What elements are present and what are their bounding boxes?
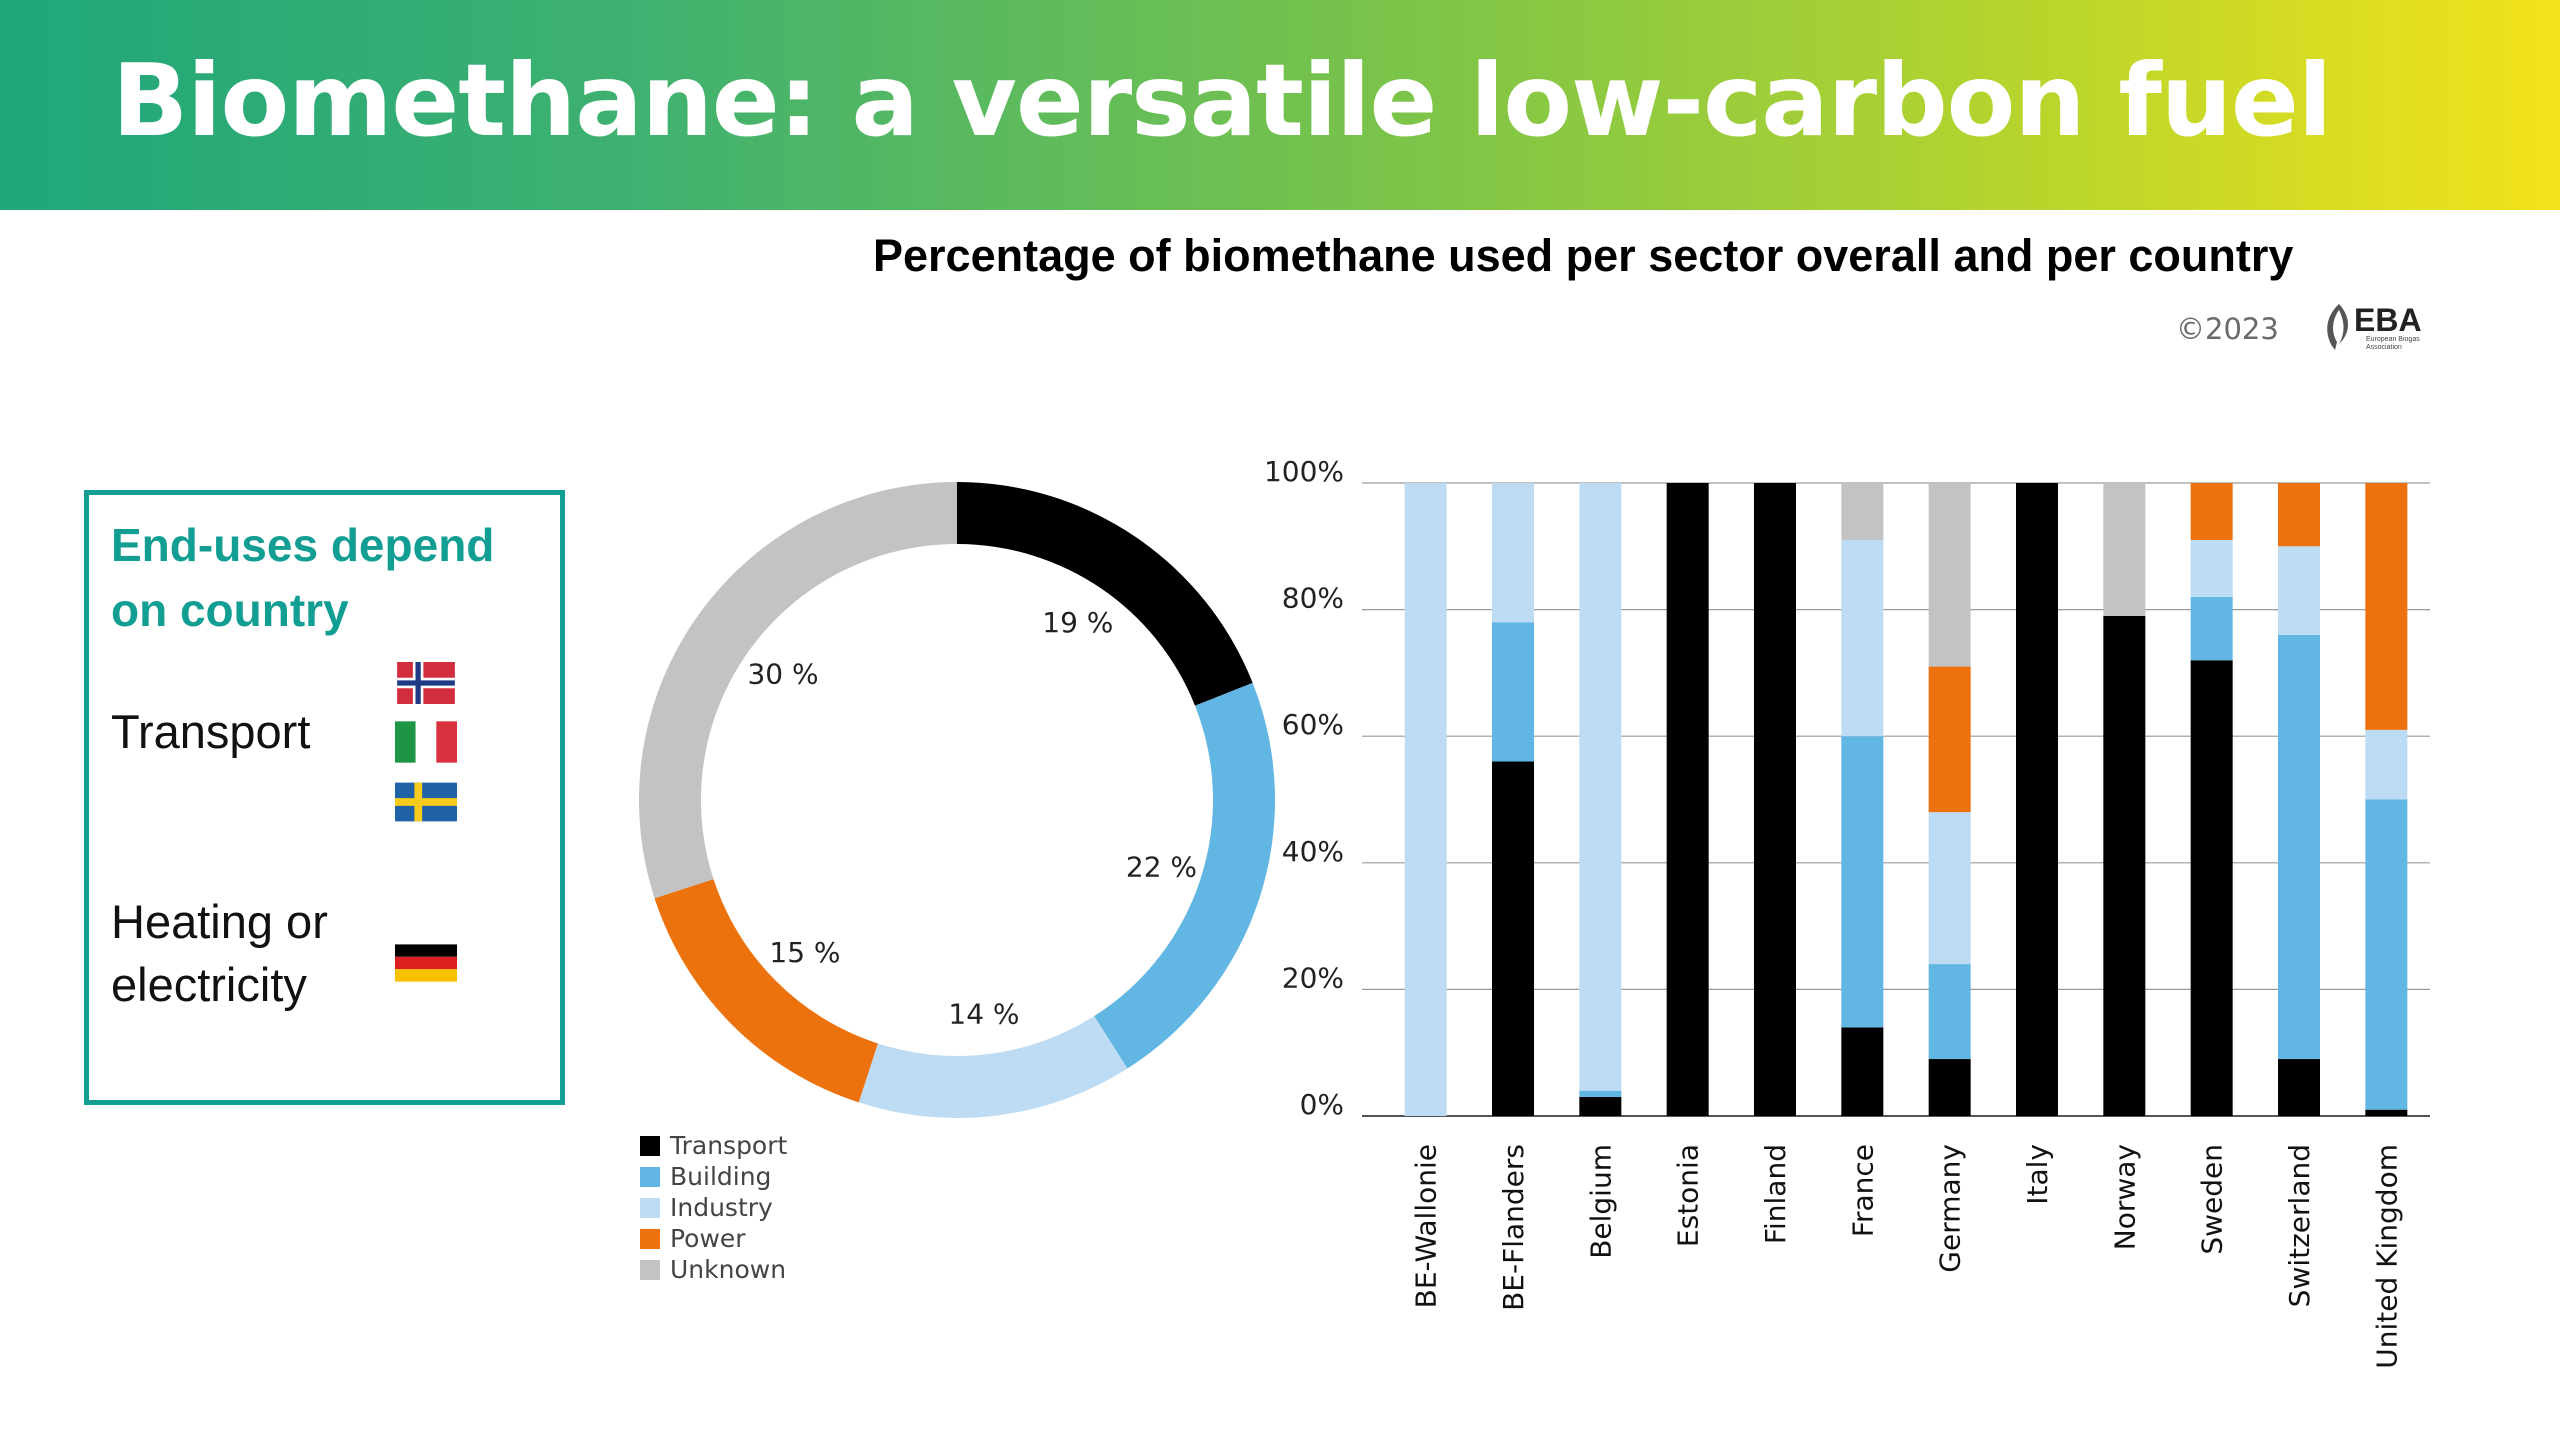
bar-segment-germany-power <box>1928 666 1971 813</box>
bar-segment-switzerland-building <box>2278 634 2320 1060</box>
legend-swatch-building <box>640 1167 660 1187</box>
legend-swatch-power <box>640 1229 660 1249</box>
x-tick-label: Switzerland <box>2283 1144 2316 1307</box>
bar-segment-germany-industry <box>1928 812 1971 965</box>
bar-segment-be-wallonie-industry <box>1404 483 1447 1116</box>
legend-swatch-unknown <box>640 1260 660 1280</box>
legend-swatch-industry <box>640 1198 660 1218</box>
bar-segment-sweden-power <box>2190 483 2233 540</box>
bar-segment-sweden-industry <box>2190 539 2233 597</box>
bar-segment-france-industry <box>1841 539 1884 737</box>
stacked-bar-chart: 0% 20% 40% 60% 80% 100% BE-Wallonie BE-Flanders… <box>1264 455 2430 1369</box>
end-uses-box: End-uses depend on country Transport Hea… <box>84 490 565 1105</box>
donut-slice-industry <box>858 1016 1128 1118</box>
donut-data-label: 30 % <box>747 658 818 691</box>
bar-segment-united-kingdom-building <box>2365 799 2408 1110</box>
bar-segment-switzerland-industry <box>2278 546 2320 635</box>
heating-label: Heating or electricity <box>111 895 328 1011</box>
sweden-flag <box>395 782 457 822</box>
bar-segment-sweden-transport <box>2190 660 2233 1116</box>
bar-segment-switzerland-power <box>2278 483 2320 547</box>
copyright-text: ©2023 <box>2176 312 2279 346</box>
y-tick-label: 100% <box>1264 455 1344 488</box>
bar-segment-sweden-building <box>2190 596 2233 661</box>
y-tick-label: 60% <box>1282 708 1344 741</box>
bar-segment-germany-unknown <box>1928 483 1971 667</box>
leaf-icon <box>2327 304 2349 350</box>
x-tick-label: Norway <box>2108 1144 2141 1250</box>
bar-segment-be-flanders-building <box>1492 622 1534 762</box>
logo-name: EBA <box>2354 302 2422 338</box>
x-tick-label: BE-Flanders <box>1497 1144 1530 1311</box>
page-title: Biomethane: a versatile low-carbon fuel <box>112 42 2332 159</box>
y-tick-label: 40% <box>1282 835 1344 868</box>
bar-segment-germany-transport <box>1928 1059 1971 1116</box>
bar-segment-belgium-transport <box>1579 1097 1622 1116</box>
donut-slice-power <box>654 879 878 1103</box>
legend-swatch-transport <box>640 1136 660 1156</box>
chart-heading: Percentage of biomethane used per sector… <box>873 230 2294 281</box>
bar-segment-france-building <box>1841 736 1884 1028</box>
x-tick-label: France <box>1846 1144 1879 1237</box>
legend-label-transport: Transport <box>669 1131 788 1160</box>
legend-label-industry: Industry <box>670 1193 773 1222</box>
legend-label-unknown: Unknown <box>670 1255 786 1284</box>
donut-data-label: 19 % <box>1042 606 1113 639</box>
bar-segment-italy-transport <box>2016 483 2058 1116</box>
germany-flag <box>395 944 457 982</box>
donut-chart: 19 % 22 % 14 % 15 % 30 % TransportBuildingInd… <box>639 482 1275 1284</box>
x-tick-label: Sweden <box>2196 1144 2229 1255</box>
bar-segment-france-unknown <box>1841 483 1884 540</box>
bar-segment-be-flanders-industry <box>1492 483 1534 623</box>
logo-subtitle: European Biogas Association <box>2366 336 2420 351</box>
legend-label-building: Building <box>670 1162 771 1191</box>
donut-data-label: 22 % <box>1126 850 1197 883</box>
bar-segment-france-transport <box>1841 1027 1884 1116</box>
transport-label: Transport <box>111 705 311 758</box>
eba-logo: EBA European Biogas Association <box>2322 302 2432 354</box>
bar-segment-belgium-industry <box>1579 483 1622 1091</box>
bar-segment-finland-transport <box>1754 483 1796 1116</box>
bar-segment-germany-building <box>1928 964 1971 1060</box>
x-tick-label: Estonia <box>1672 1144 1705 1247</box>
bar-segment-switzerland-transport <box>2278 1059 2320 1116</box>
y-tick-label: 80% <box>1282 582 1344 615</box>
donut-slice-transport <box>957 482 1253 706</box>
x-tick-label: Belgium <box>1584 1144 1617 1259</box>
x-tick-label: United Kingdom <box>2370 1144 2403 1369</box>
bar-segment-united-kingdom-transport <box>2365 1109 2408 1116</box>
x-tick-label: BE-Wallonie <box>1410 1144 1443 1308</box>
x-tick-label: Finland <box>1759 1144 1792 1244</box>
y-tick-label: 0% <box>1300 1088 1344 1121</box>
bar-segment-united-kingdom-industry <box>2365 729 2408 800</box>
x-tick-label: Italy <box>2021 1144 2054 1205</box>
donut-slice-unknown <box>639 482 957 899</box>
y-tick-label: 20% <box>1282 961 1344 994</box>
italy-flag <box>395 721 457 763</box>
donut-data-label: 14 % <box>948 997 1019 1030</box>
bar-segment-be-flanders-transport <box>1492 761 1534 1116</box>
bar-segment-norway-transport <box>2103 615 2146 1116</box>
donut-data-label: 15 % <box>769 936 840 969</box>
donut-slice-building <box>1094 682 1275 1069</box>
bar-segment-estonia-transport <box>1666 483 1709 1116</box>
bar-segment-belgium-building <box>1579 1090 1622 1098</box>
bar-segment-norway-unknown <box>2103 483 2146 616</box>
box-heading: End-uses depend on country <box>111 519 495 636</box>
x-tick-label: Germany <box>1934 1144 1967 1273</box>
legend-label-power: Power <box>670 1224 746 1253</box>
bar-segment-united-kingdom-power <box>2365 483 2408 730</box>
header-banner: Biomethane: a versatile low-carbon fuel <box>0 0 2560 210</box>
norway-flag <box>397 662 455 704</box>
